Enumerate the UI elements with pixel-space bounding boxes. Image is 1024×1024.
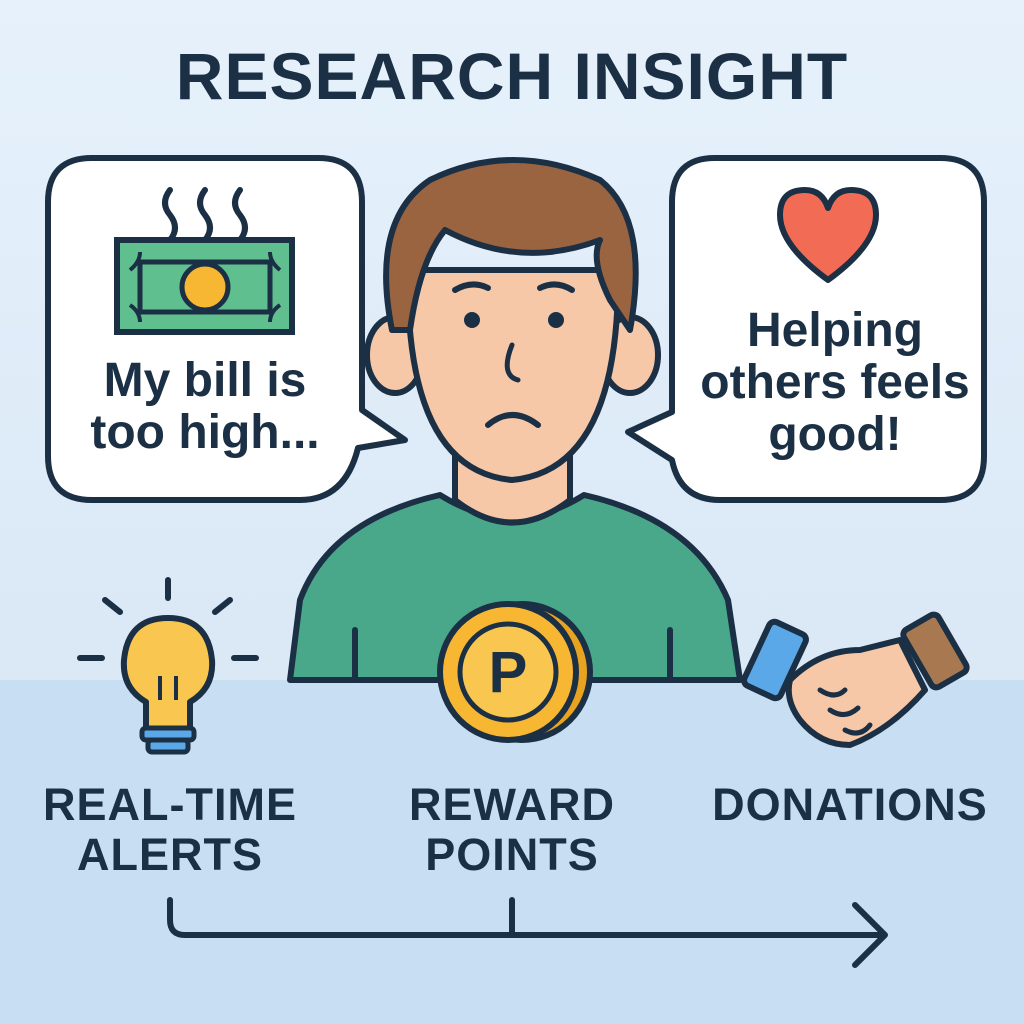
money-bill-icon	[114, 237, 295, 335]
right-eye	[548, 312, 564, 328]
speech-bubble-right	[625, 155, 987, 503]
feature-label-donations: DONATIONS	[712, 779, 988, 830]
feature-label-reward-points: REWARD POINTS	[409, 779, 615, 880]
heart-icon	[777, 187, 879, 283]
bubble-left-text: My bill is too high...	[90, 354, 320, 459]
bubble-right-text: Helping others feels good!	[700, 304, 970, 461]
feature-label-real-time-alerts: REAL-TIME ALERTS	[43, 779, 297, 880]
handshake-icon	[741, 611, 970, 748]
left-eye	[464, 312, 480, 328]
coin-letter: P	[489, 640, 528, 705]
coin-icon: P	[437, 601, 593, 743]
timeline-arrow	[167, 897, 888, 968]
page-title: RESEARCH INSIGHT	[175, 39, 849, 113]
person	[287, 157, 743, 683]
speech-bubble-left	[45, 155, 408, 503]
frown-mouth	[485, 412, 541, 428]
lightbulb-icon	[77, 577, 259, 755]
hair	[383, 157, 639, 333]
steam-icon	[162, 187, 248, 243]
